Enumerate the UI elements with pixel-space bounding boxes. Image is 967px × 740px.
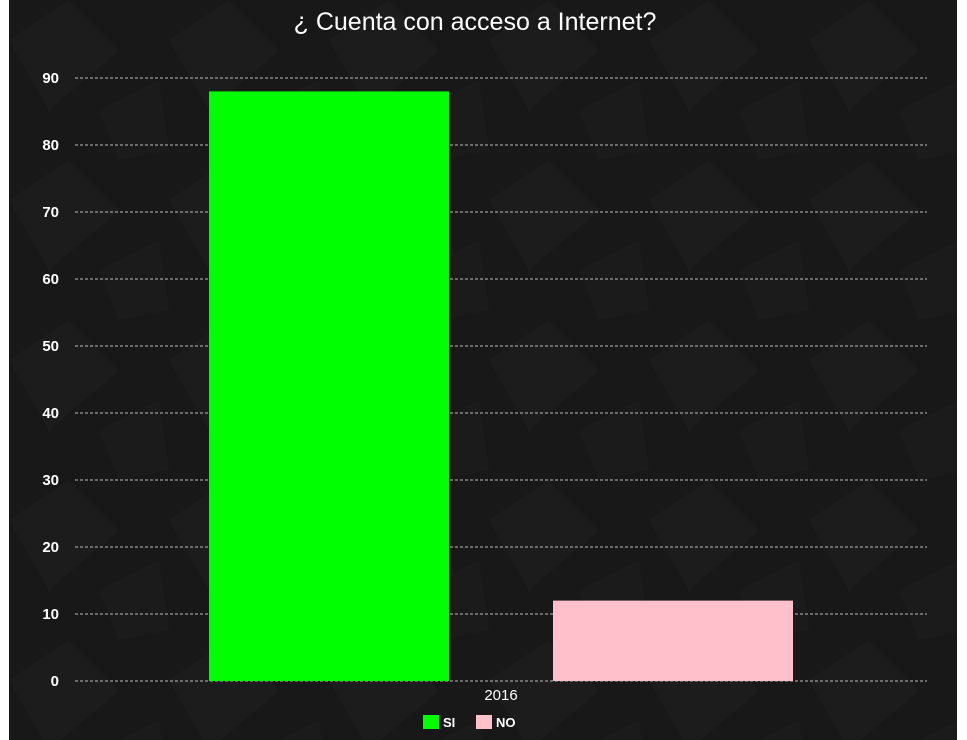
y-axis-ticks: 0 10 20 30 40 50 60 70 80 90	[42, 70, 59, 690]
bar-chart: ¿ Cuenta con acceso a Internet? 0 10 20 30 4…	[9, 0, 957, 740]
bars	[209, 91, 793, 681]
y-tick-label: 40	[42, 405, 59, 422]
legend-item-no[interactable]: NO	[476, 715, 516, 730]
chart-background	[9, 0, 957, 740]
legend[interactable]: SI NO	[423, 715, 516, 730]
legend-label: NO	[496, 715, 516, 730]
legend-swatch	[476, 715, 492, 729]
y-tick-label: 30	[42, 472, 59, 489]
y-tick-label: 70	[42, 204, 59, 221]
bar-no[interactable]	[553, 600, 793, 681]
y-tick-label: 90	[42, 70, 59, 87]
y-tick-label: 0	[51, 673, 59, 690]
legend-item-si[interactable]: SI	[423, 715, 455, 730]
x-axis-ticks: 2016	[484, 687, 517, 704]
legend-label: SI	[443, 715, 455, 730]
chart-panel: ¿ Cuenta con acceso a Internet? 0 10 20 30 4…	[9, 0, 957, 740]
y-tick-label: 60	[42, 271, 59, 288]
bar-si[interactable]	[209, 91, 449, 681]
chart-title: ¿ Cuenta con acceso a Internet?	[294, 8, 657, 36]
y-tick-label: 50	[42, 338, 59, 355]
y-tick-label: 10	[42, 606, 59, 623]
y-tick-label: 20	[42, 539, 59, 556]
x-tick-label: 2016	[484, 687, 517, 704]
legend-swatch	[423, 715, 439, 729]
y-tick-label: 80	[42, 137, 59, 154]
